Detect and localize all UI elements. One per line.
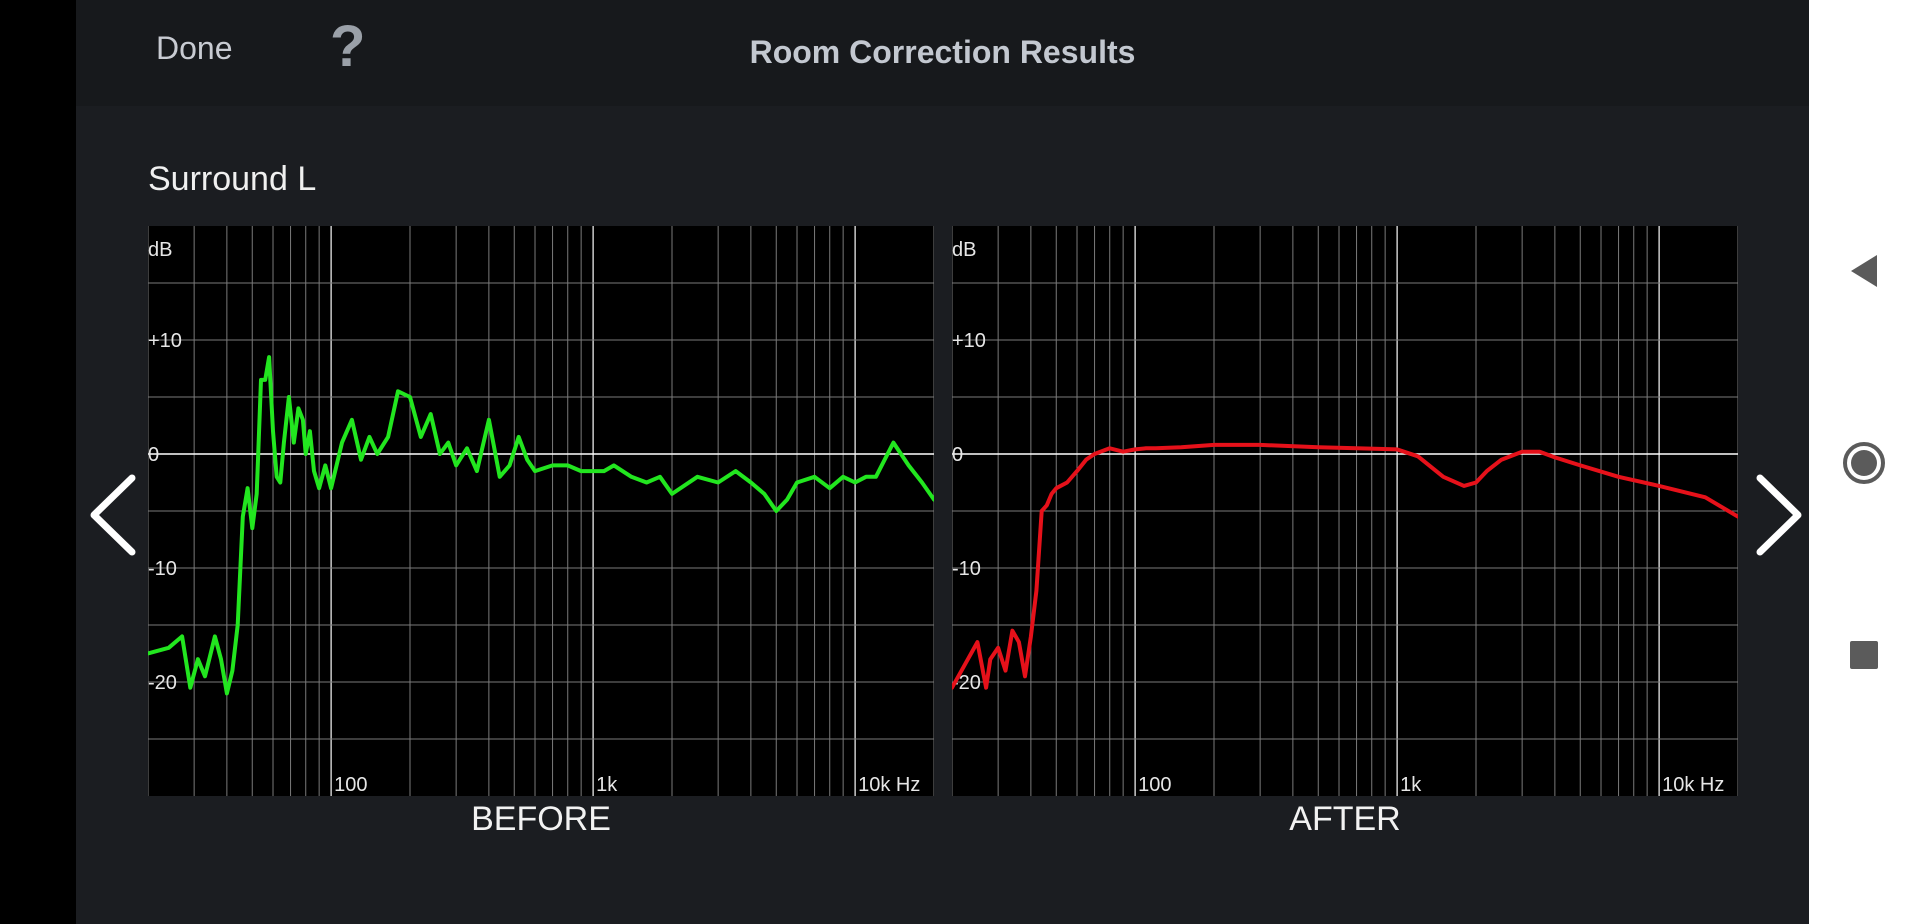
after-x-tick-label: 1k [1400,774,1422,796]
after-y-tick-label: 0 [952,444,963,466]
before-y-tick-label: -10 [148,558,177,580]
after-y-tick-label: +10 [952,330,986,352]
after-x-tick-label: 10k Hz [1662,774,1724,796]
home-icon[interactable] [1839,438,1889,488]
before-x-tick-label: 1k [596,774,618,796]
after-chart: dB +10 0 -10 -20 100 1k 10k Hz [952,226,1738,796]
after-caption: AFTER [1289,800,1401,838]
before-x-tick-label: 10k Hz [858,774,920,796]
before-y-unit-label: dB [148,239,172,261]
done-button[interactable]: Done [156,30,233,66]
channel-name: Surround L [148,160,317,198]
before-caption: BEFORE [471,800,611,838]
before-y-tick-label: +10 [148,330,182,352]
before-y-tick-label: -20 [148,672,177,694]
back-icon[interactable] [1839,246,1889,296]
before-chart-svg: dB +10 0 -10 -20 100 1k 10k Hz [148,226,934,796]
after-y-unit-label: dB [952,239,976,261]
page-title: Room Correction Results [749,34,1136,70]
previous-arrow-icon[interactable] [84,470,144,560]
system-navigation-bar [1809,0,1920,924]
after-response-line [952,442,1738,690]
before-x-tick-label: 100 [334,774,367,796]
header-bar: Done ? Room Correction Results [76,0,1809,106]
after-grid [952,226,1738,796]
after-y-tick-label: -10 [952,558,981,580]
before-chart: dB +10 0 -10 -20 100 1k 10k Hz [148,226,934,796]
before-grid [148,226,934,796]
left-black-bar [0,0,76,924]
next-arrow-icon[interactable] [1748,470,1808,560]
before-y-tick-label: 0 [148,444,159,466]
app-window: Done ? Room Correction Results Surround … [76,0,1809,924]
recents-icon[interactable] [1839,630,1889,680]
after-x-tick-label: 100 [1138,774,1171,796]
help-icon[interactable]: ? [330,14,366,79]
before-response-line [148,355,934,696]
